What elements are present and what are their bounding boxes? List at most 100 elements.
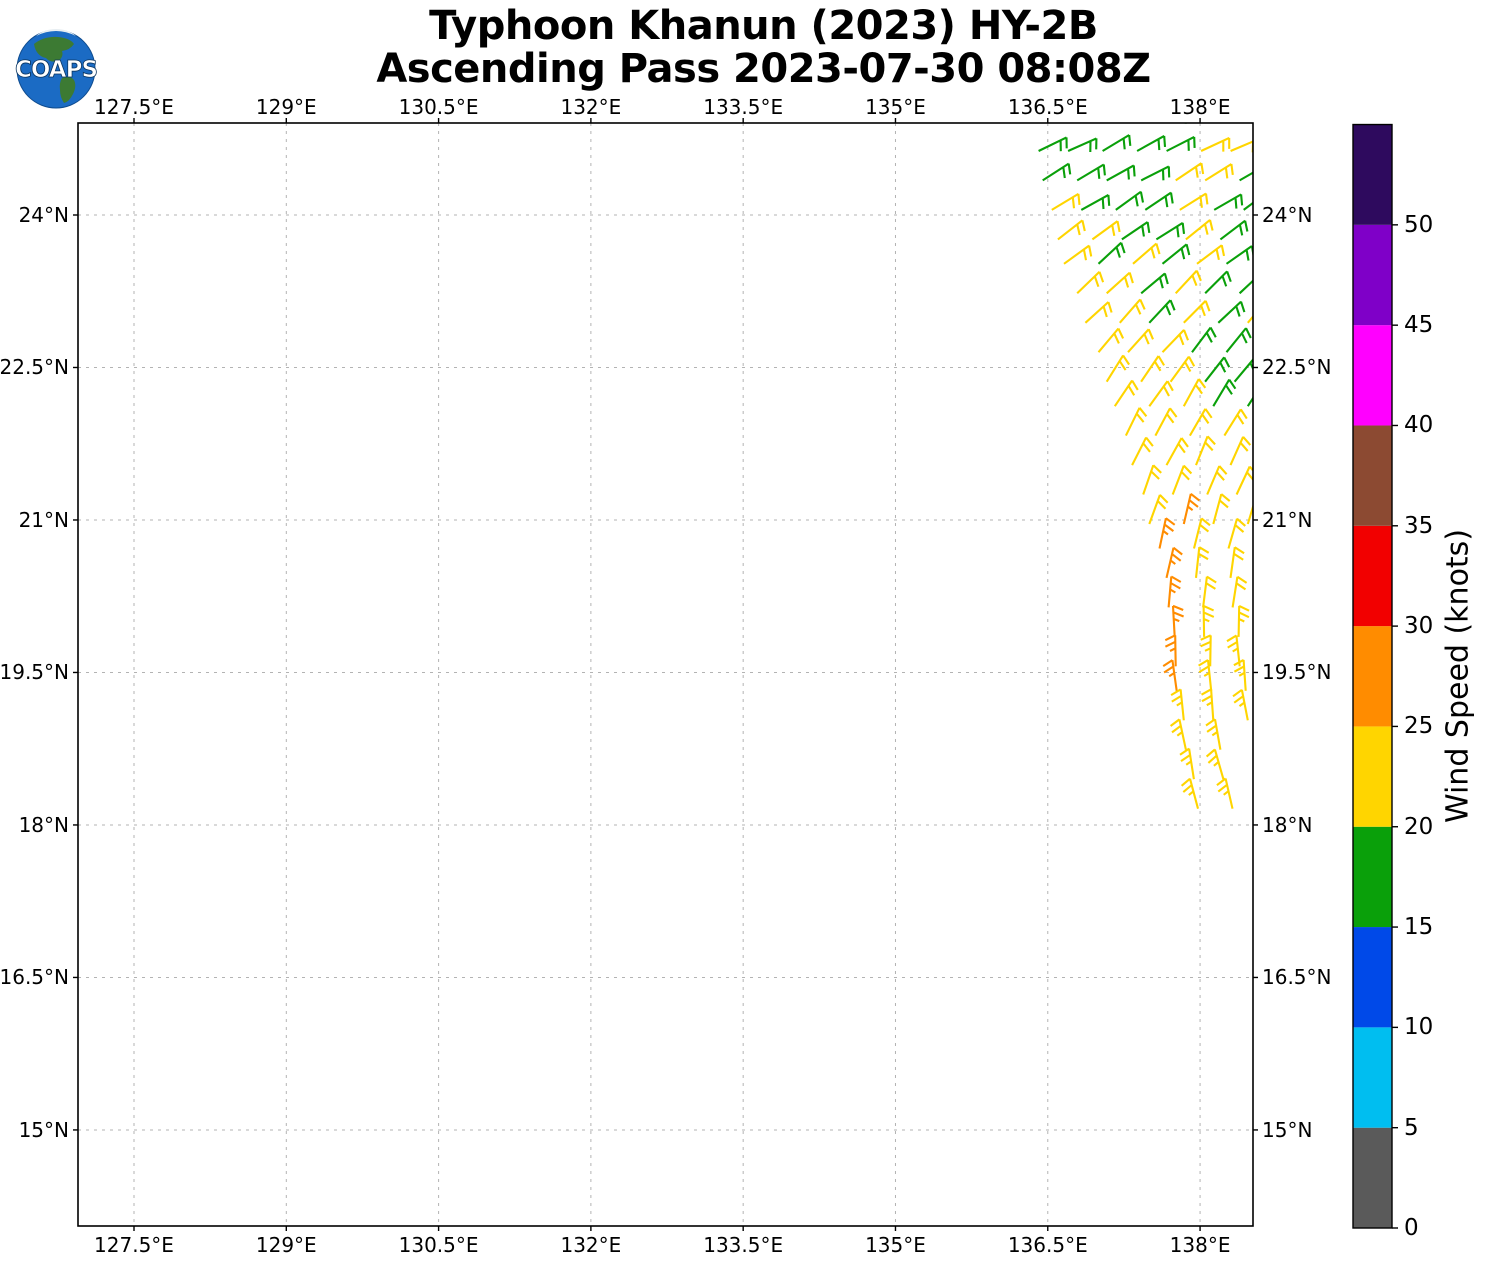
- plot-title: Typhoon Khanun (2023) HY-2B Ascending Pa…: [36, 5, 1491, 91]
- wind-barb: [1219, 219, 1249, 241]
- wind-barb: [1142, 464, 1162, 495]
- logo-text: COAPS: [15, 57, 97, 83]
- plot-border: [77, 122, 1254, 1227]
- wind-barb: [1084, 301, 1113, 324]
- colorbar-title: Wind Speed (knots): [1440, 529, 1476, 824]
- wind-barb: [1076, 163, 1106, 182]
- colorbar-tick-label: 50: [1404, 211, 1434, 238]
- lon-tick-label-top: 138°E: [1169, 95, 1231, 119]
- colorbar-segment: [1353, 224, 1392, 326]
- wind-barb: [1179, 192, 1209, 211]
- wind-barb: [1238, 279, 1253, 295]
- lon-tick-label-bottom: 133.5°E: [703, 1233, 784, 1257]
- colorbar-tick-label: 20: [1404, 813, 1434, 840]
- colorbar-segment: [1353, 1127, 1392, 1228]
- wind-barb: [1136, 134, 1167, 152]
- wind-barb: [1161, 329, 1189, 353]
- wind-barb: [1205, 718, 1222, 750]
- wind-barb: [1154, 407, 1178, 437]
- lon-tick-label-bottom: 135°E: [865, 1233, 926, 1257]
- wind-barb: [1100, 108, 1128, 122]
- colorbar-segment: [1353, 1027, 1392, 1128]
- wind-barb: [1261, 243, 1287, 264]
- wind-barb: [1164, 634, 1177, 667]
- plot-title-line2: Ascending Pass 2023-07-30 08:08Z: [376, 46, 1151, 92]
- lon-tick-label-bottom: 127.5°E: [94, 1233, 174, 1257]
- wind-barb: [1231, 575, 1248, 608]
- lat-tick-label-left: 15°N: [18, 1117, 69, 1142]
- lon-tick-label-bottom: 130.5°E: [398, 1233, 479, 1257]
- wind-barb: [1076, 271, 1105, 295]
- wind-barb: [1091, 220, 1121, 241]
- wind-barb-layer: [1038, 108, 1296, 809]
- colorbar-tick-label: 10: [1404, 1014, 1434, 1041]
- wind-barb: [1097, 241, 1126, 265]
- wind-barb: [1200, 634, 1212, 667]
- lat-tick-label-left: 19.5°N: [0, 660, 69, 685]
- wind-barb: [1204, 356, 1231, 383]
- colorbar-border: [1352, 123, 1393, 1229]
- wind-barb: [1198, 659, 1213, 691]
- lat-tick-label-right: 21°N: [1262, 507, 1313, 532]
- wind-barb: [1124, 407, 1148, 437]
- wind-barb: [1169, 718, 1187, 750]
- wind-barb: [1188, 408, 1213, 437]
- wind-barb: [1212, 379, 1237, 407]
- wind-barb: [1132, 242, 1161, 265]
- wind-barb: [1246, 396, 1253, 407]
- wind-barb: [1225, 327, 1252, 353]
- colorbar-segment: [1353, 325, 1392, 426]
- wind-barb: [1063, 244, 1093, 265]
- colorbar-segment: [1353, 525, 1392, 627]
- colorbar-segment: [1353, 626, 1392, 727]
- lon-tick-label-bottom: 132°E: [560, 1233, 622, 1257]
- wind-barb: [1228, 108, 1256, 122]
- wind-barb: [1223, 408, 1248, 437]
- wind-barb: [1269, 273, 1296, 293]
- wind-barb: [1213, 193, 1244, 211]
- colorbar-segment: [1353, 927, 1392, 1028]
- wind-barb: [1216, 777, 1234, 809]
- colorbar-tick-label: 15: [1404, 914, 1434, 941]
- wind-barb: [1115, 190, 1145, 211]
- lat-tick-label-left: 24°N: [18, 203, 69, 227]
- wind-barb: [1265, 136, 1293, 152]
- wind-barb: [1129, 109, 1158, 123]
- wind-barb: [1148, 494, 1169, 525]
- lat-tick-label-left: 21°N: [18, 507, 69, 532]
- logo-continent-north-america: [34, 36, 74, 62]
- wind-barb: [1171, 464, 1193, 495]
- lon-tick-label-top: 133.5°E: [703, 95, 784, 119]
- wind-barb: [1038, 136, 1068, 152]
- wind-barb: [1246, 314, 1253, 324]
- lon-tick-label-bottom: 136.5°E: [1007, 1233, 1088, 1257]
- wind-barb: [1105, 354, 1130, 383]
- wind-barb: [1158, 517, 1176, 549]
- wind-barb: [1192, 517, 1211, 549]
- wind-barb: [1155, 222, 1186, 241]
- wind-barb: [1174, 269, 1202, 295]
- colorbar-tick-label: 30: [1404, 613, 1434, 640]
- lat-tick-label-right: 15°N: [1262, 1117, 1313, 1142]
- wind-barb: [1191, 326, 1217, 353]
- lon-tick-label-top: 129°E: [255, 95, 317, 119]
- wind-barb: [1185, 219, 1214, 241]
- lon-tick-label-top: 135°E: [865, 95, 926, 119]
- colorbar-segment: [1353, 124, 1392, 225]
- colorbar-tick-label: 25: [1404, 713, 1434, 740]
- wind-barb: [1102, 134, 1132, 152]
- lat-tick-label-right: 24°N: [1262, 203, 1313, 227]
- wind-barb: [1243, 201, 1253, 211]
- wind-barb: [1196, 244, 1226, 265]
- wind-barb: [1182, 492, 1201, 525]
- wind-barb: [1097, 327, 1125, 353]
- wind-barb: [1180, 777, 1200, 809]
- wind-barb: [1051, 193, 1081, 211]
- colorbar-segment: [1353, 425, 1392, 526]
- wind-barb: [1169, 355, 1196, 383]
- lon-tick-label-bottom: 138°E: [1169, 1233, 1231, 1257]
- wind-barb: [1202, 604, 1215, 637]
- colorbar-segment: [1353, 726, 1392, 827]
- wind-barb: [1144, 191, 1174, 211]
